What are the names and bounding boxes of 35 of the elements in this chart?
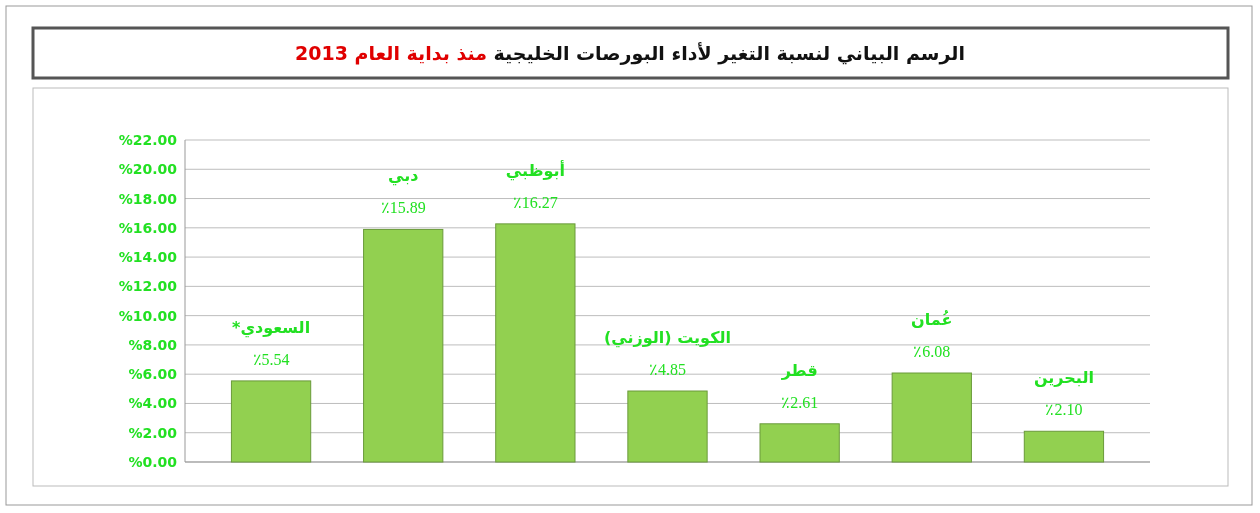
x-tick-label: دبي [388, 166, 419, 187]
y-tick-label: %22.00 [118, 132, 178, 148]
bar [891, 372, 972, 463]
y-tick-label: %14.00 [118, 249, 178, 266]
x-tick-label: الكويت (الوزني) [604, 328, 731, 349]
data-label: ٪15.89 [380, 199, 426, 217]
x-tick-label: أبوظبي [505, 159, 566, 181]
y-tick-label: %18.00 [118, 190, 178, 207]
y-tick-label: %0.00 [128, 454, 178, 470]
data-label: ٪2.10 [1045, 401, 1083, 419]
y-tick-label: %16.00 [118, 219, 178, 236]
bar [759, 423, 840, 463]
bar [495, 223, 576, 463]
bar [627, 390, 708, 463]
y-tick-label: %8.00 [128, 336, 178, 353]
chart-subtitle: منذ بداية العام 2013 [295, 42, 494, 65]
x-tick-label: قطر [780, 360, 818, 380]
chart-title: الرسم البياني لنسبة التغير لأداء البورصات الخليجية [493, 42, 965, 65]
y-tick-label: %6.00 [128, 366, 178, 383]
y-tick-label: %2.00 [128, 424, 178, 441]
data-label: ٪16.27 [512, 193, 558, 211]
data-label: ٪4.85 [649, 361, 686, 379]
data-label: ٪2.61 [781, 393, 819, 411]
x-tick-label: السعودي* [232, 317, 311, 338]
y-tick-label: %20.00 [118, 161, 178, 178]
bar [1023, 430, 1105, 463]
y-tick-label: %12.00 [118, 278, 178, 295]
y-tick-label: %4.00 [128, 395, 178, 412]
x-tick-label: عُمان [911, 310, 953, 330]
data-label: ٪6.08 [913, 343, 951, 361]
data-label: ٪5.54 [252, 350, 290, 368]
bar [363, 228, 444, 463]
y-tick-label: %10.00 [118, 307, 178, 324]
x-tick-label: البحرين [1033, 368, 1094, 388]
bar [230, 380, 312, 463]
